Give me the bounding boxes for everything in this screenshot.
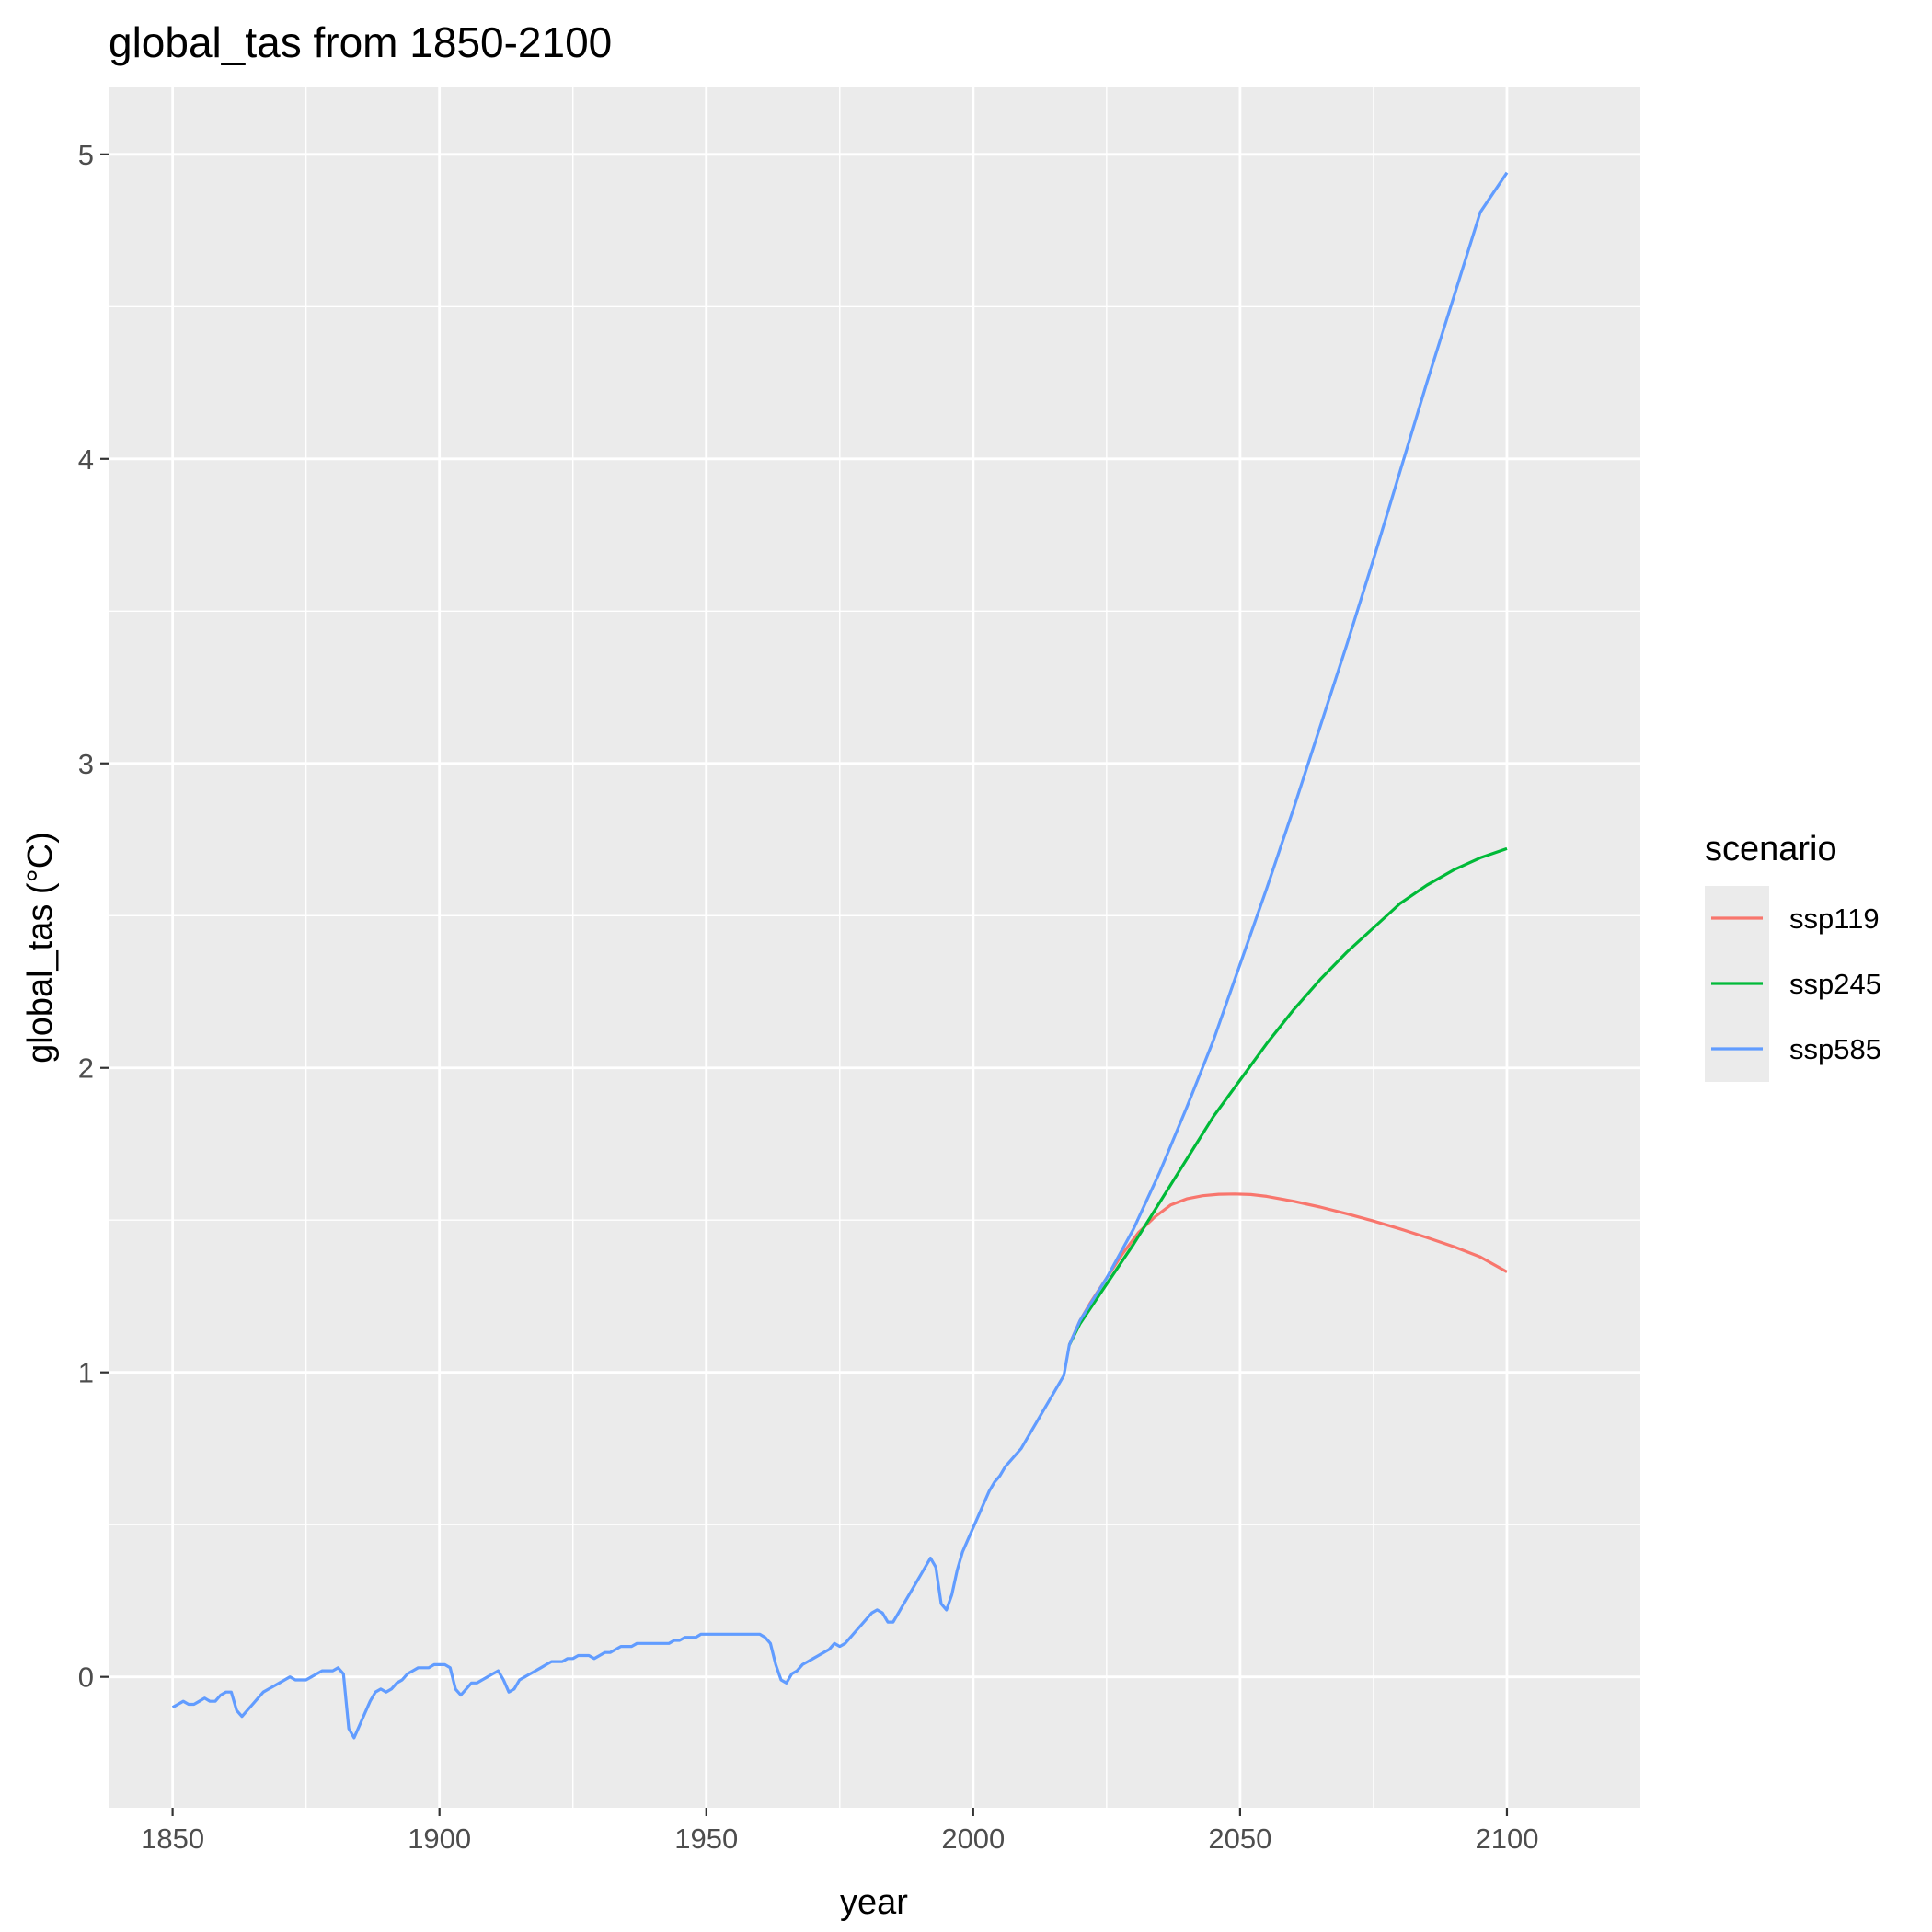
x-tick-label: 2050 — [1208, 1823, 1271, 1855]
series-layer — [171, 171, 1509, 1740]
series-line-ssp119 — [1067, 1192, 1508, 1346]
y-tick-label: 0 — [78, 1662, 94, 1694]
y-tick-label: 1 — [78, 1357, 94, 1389]
chart-title: global_tas from 1850-2100 — [109, 18, 612, 66]
legend-title: scenario — [1705, 830, 1837, 868]
legend-label-ssp585: ssp585 — [1789, 1033, 1881, 1065]
y-axis-title: global_tas (°C) — [21, 832, 60, 1064]
grid-layer — [109, 87, 1640, 1808]
y-tick-label: 3 — [78, 748, 94, 780]
x-tick-label: 2000 — [941, 1823, 1005, 1855]
legend-items: ssp119 ssp245 ssp585 — [1711, 903, 1881, 1065]
y-tick-label: 5 — [78, 139, 94, 171]
legend-label-ssp119: ssp119 — [1789, 903, 1880, 935]
legend: scenario ssp119 ssp245 ssp585 — [1705, 830, 1881, 1082]
x-axis-title: year — [840, 1883, 908, 1922]
y-tick-label: 4 — [78, 443, 94, 476]
series-line-ssp245 — [1067, 846, 1508, 1346]
x-tick-label: 1900 — [408, 1823, 471, 1855]
series-line-ssp585 — [171, 171, 1509, 1740]
x-tick-label: 1850 — [141, 1823, 204, 1855]
x-tick-label: 1950 — [674, 1823, 738, 1855]
axis-layer: 1850 1900 1950 2000 2050 2100 0 1 2 3 4 5 — [78, 139, 1539, 1855]
x-tick-label: 2100 — [1475, 1823, 1538, 1855]
y-tick-label: 2 — [78, 1052, 94, 1085]
legend-label-ssp245: ssp245 — [1789, 968, 1881, 1000]
plot-panel — [109, 87, 1640, 1808]
